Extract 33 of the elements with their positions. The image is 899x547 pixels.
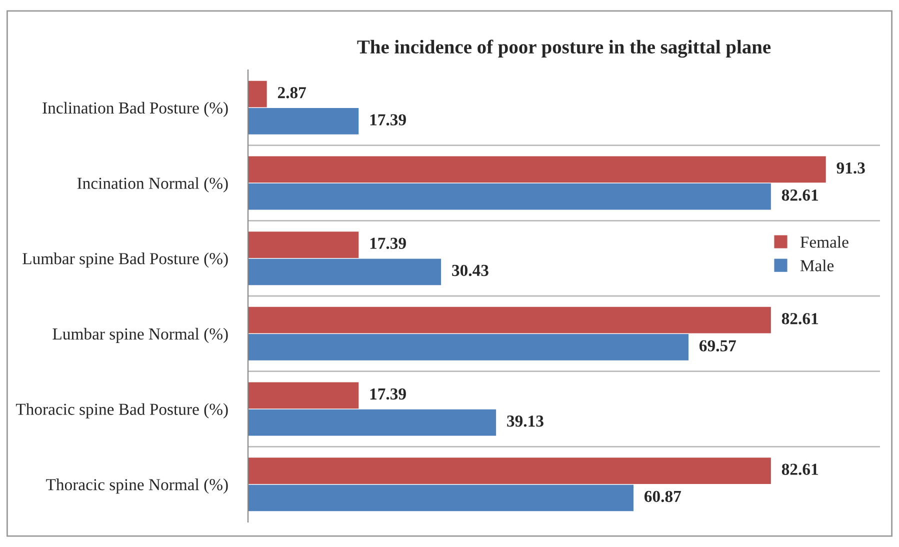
data-label: 82.61 bbox=[782, 464, 818, 476]
data-label: 82.61 bbox=[782, 189, 818, 201]
legend-label: Male bbox=[800, 260, 834, 272]
data-label: 17.39 bbox=[370, 114, 406, 126]
bar bbox=[248, 306, 771, 334]
bar bbox=[248, 458, 771, 484]
y-tick-label: Thoracic spine Bad Posture (%) bbox=[16, 403, 228, 418]
data-label: 2.87 bbox=[278, 87, 306, 98]
data-label: 82.61 bbox=[782, 313, 818, 324]
bar bbox=[248, 156, 826, 183]
data-label: 17.39 bbox=[370, 388, 406, 400]
y-tick-label: Lumbar spine Bad Posture (%) bbox=[22, 252, 228, 268]
bar bbox=[248, 409, 496, 436]
data-label: 17.39 bbox=[370, 238, 406, 250]
y-tick-label: Lumbar spine Normal (%) bbox=[52, 328, 228, 343]
bar bbox=[248, 108, 359, 134]
bar bbox=[248, 382, 359, 409]
data-label: 91.3 bbox=[836, 162, 865, 174]
y-tick-label: Thoracic spine Normal (%) bbox=[46, 478, 228, 494]
data-label: 30.43 bbox=[452, 264, 488, 276]
bar bbox=[248, 484, 634, 512]
bar bbox=[248, 80, 267, 108]
y-tick-label: Inclination Bad Posture (%) bbox=[42, 102, 228, 117]
chart-title: The incidence of poor posture in the sagittal plane bbox=[357, 40, 771, 58]
data-label: 60.87 bbox=[644, 490, 682, 502]
bar bbox=[248, 334, 688, 360]
data-label: 39.13 bbox=[507, 416, 544, 427]
bar bbox=[248, 258, 442, 286]
bar bbox=[248, 183, 771, 210]
legend-label: Female bbox=[800, 236, 848, 248]
data-label: 69.57 bbox=[699, 340, 736, 352]
bar bbox=[248, 232, 359, 258]
y-tick-label: Incination Normal (%) bbox=[77, 177, 228, 192]
